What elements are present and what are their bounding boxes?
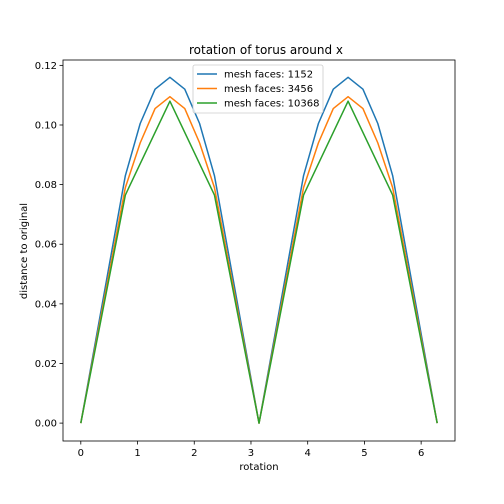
x-tick-label-0: 0: [78, 448, 84, 459]
legend-label-2: mesh faces: 10368: [224, 99, 320, 110]
y-tick-label-6: 0.12: [35, 61, 57, 72]
plot-lines: [80, 76, 438, 424]
x-tick-label-3: 3: [248, 448, 254, 459]
x-tick-label-4: 4: [305, 448, 311, 459]
y-tick-label-3: 0.06: [35, 240, 57, 251]
y-tick-label-2: 0.04: [35, 299, 57, 310]
axes-border: [62, 59, 456, 442]
x-axis-label: rotation: [239, 462, 278, 473]
x-axis: 0 1 2 3 4 5 6: [78, 441, 424, 459]
x-tick-label-6: 6: [418, 448, 424, 459]
legend-box: [192, 64, 324, 114]
y-axis: 0.00 0.02 0.04 0.06 0.08 0.10 0.12: [35, 61, 63, 430]
x-tick-label-1: 1: [134, 448, 140, 459]
series-line-2: [80, 100, 438, 424]
y-axis-label: distance to original: [19, 203, 30, 299]
legend-label-1: mesh faces: 3456: [224, 84, 313, 95]
chart-title: rotation of torus around x: [189, 43, 343, 57]
legend: mesh faces: 1152 mesh faces: 3456 mesh fac…: [192, 64, 324, 114]
y-tick-label-1: 0.02: [35, 359, 57, 370]
y-tick-label-4: 0.08: [35, 180, 57, 191]
y-tick-label-5: 0.10: [35, 120, 57, 131]
x-tick-label-5: 5: [361, 448, 367, 459]
y-tick-label-0: 0.00: [35, 419, 57, 430]
legend-label-0: mesh faces: 1152: [224, 70, 313, 81]
x-tick-label-2: 2: [191, 448, 197, 459]
axes-frame: [62, 59, 456, 442]
